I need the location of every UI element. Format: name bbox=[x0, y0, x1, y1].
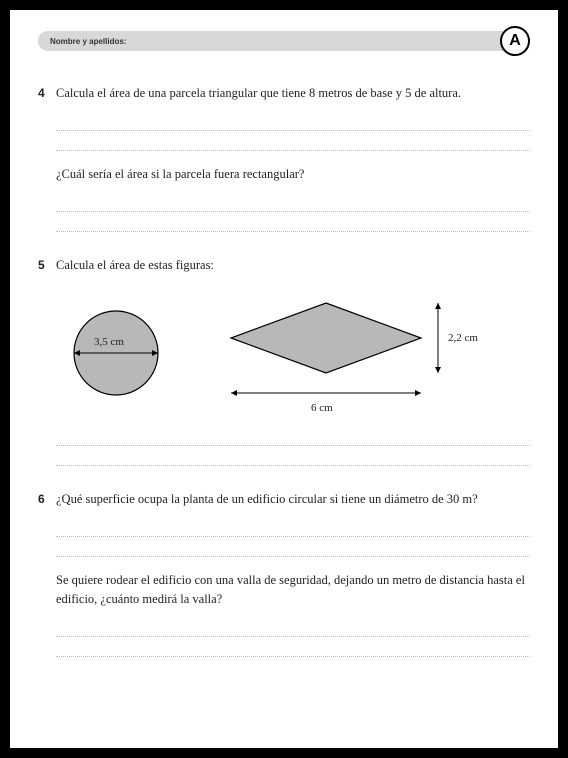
sub-question: Se quiere rodear el edificio con una val… bbox=[56, 571, 530, 609]
answer-area[interactable] bbox=[56, 117, 530, 151]
problem-5: 5 Calcula el área de estas figuras: 3,5 … bbox=[38, 256, 530, 467]
problem-number: 5 bbox=[38, 256, 56, 274]
header: Nombre y apellidos: A bbox=[38, 26, 530, 56]
rhombus-width-label: 6 cm bbox=[311, 400, 333, 417]
circle-diameter-label: 3,5 cm bbox=[94, 334, 124, 351]
version-badge: A bbox=[500, 26, 530, 56]
problem-number: 4 bbox=[38, 84, 56, 102]
rhombus-height-label: 2,2 cm bbox=[448, 330, 478, 347]
figures-row: 3,5 cm 6 cm 2,2 cm bbox=[56, 288, 530, 418]
problem-number: 6 bbox=[38, 490, 56, 508]
problem-text: ¿Qué superficie ocupa la planta de un ed… bbox=[56, 490, 530, 509]
problem-4: 4 Calcula el área de una parcela triangu… bbox=[38, 84, 530, 232]
circle-figure: 3,5 cm bbox=[56, 298, 186, 408]
worksheet-page: Nombre y apellidos: A 4 Calcula el área … bbox=[10, 10, 558, 748]
answer-area[interactable] bbox=[56, 432, 530, 466]
rhombus-figure: 6 cm 2,2 cm bbox=[216, 288, 530, 418]
problem-text: Calcula el área de una parcela triangula… bbox=[56, 84, 530, 103]
problem-6: 6 ¿Qué superficie ocupa la planta de un … bbox=[38, 490, 530, 656]
name-label: Nombre y apellidos: bbox=[50, 37, 126, 46]
answer-area[interactable] bbox=[56, 523, 530, 557]
sub-question: ¿Cuál sería el área si la parcela fuera … bbox=[56, 165, 530, 184]
answer-area[interactable] bbox=[56, 198, 530, 232]
problem-text: Calcula el área de estas figuras: bbox=[56, 256, 530, 275]
badge-letter: A bbox=[509, 32, 521, 50]
answer-area[interactable] bbox=[56, 623, 530, 657]
name-input-field[interactable]: Nombre y apellidos: bbox=[38, 31, 514, 51]
